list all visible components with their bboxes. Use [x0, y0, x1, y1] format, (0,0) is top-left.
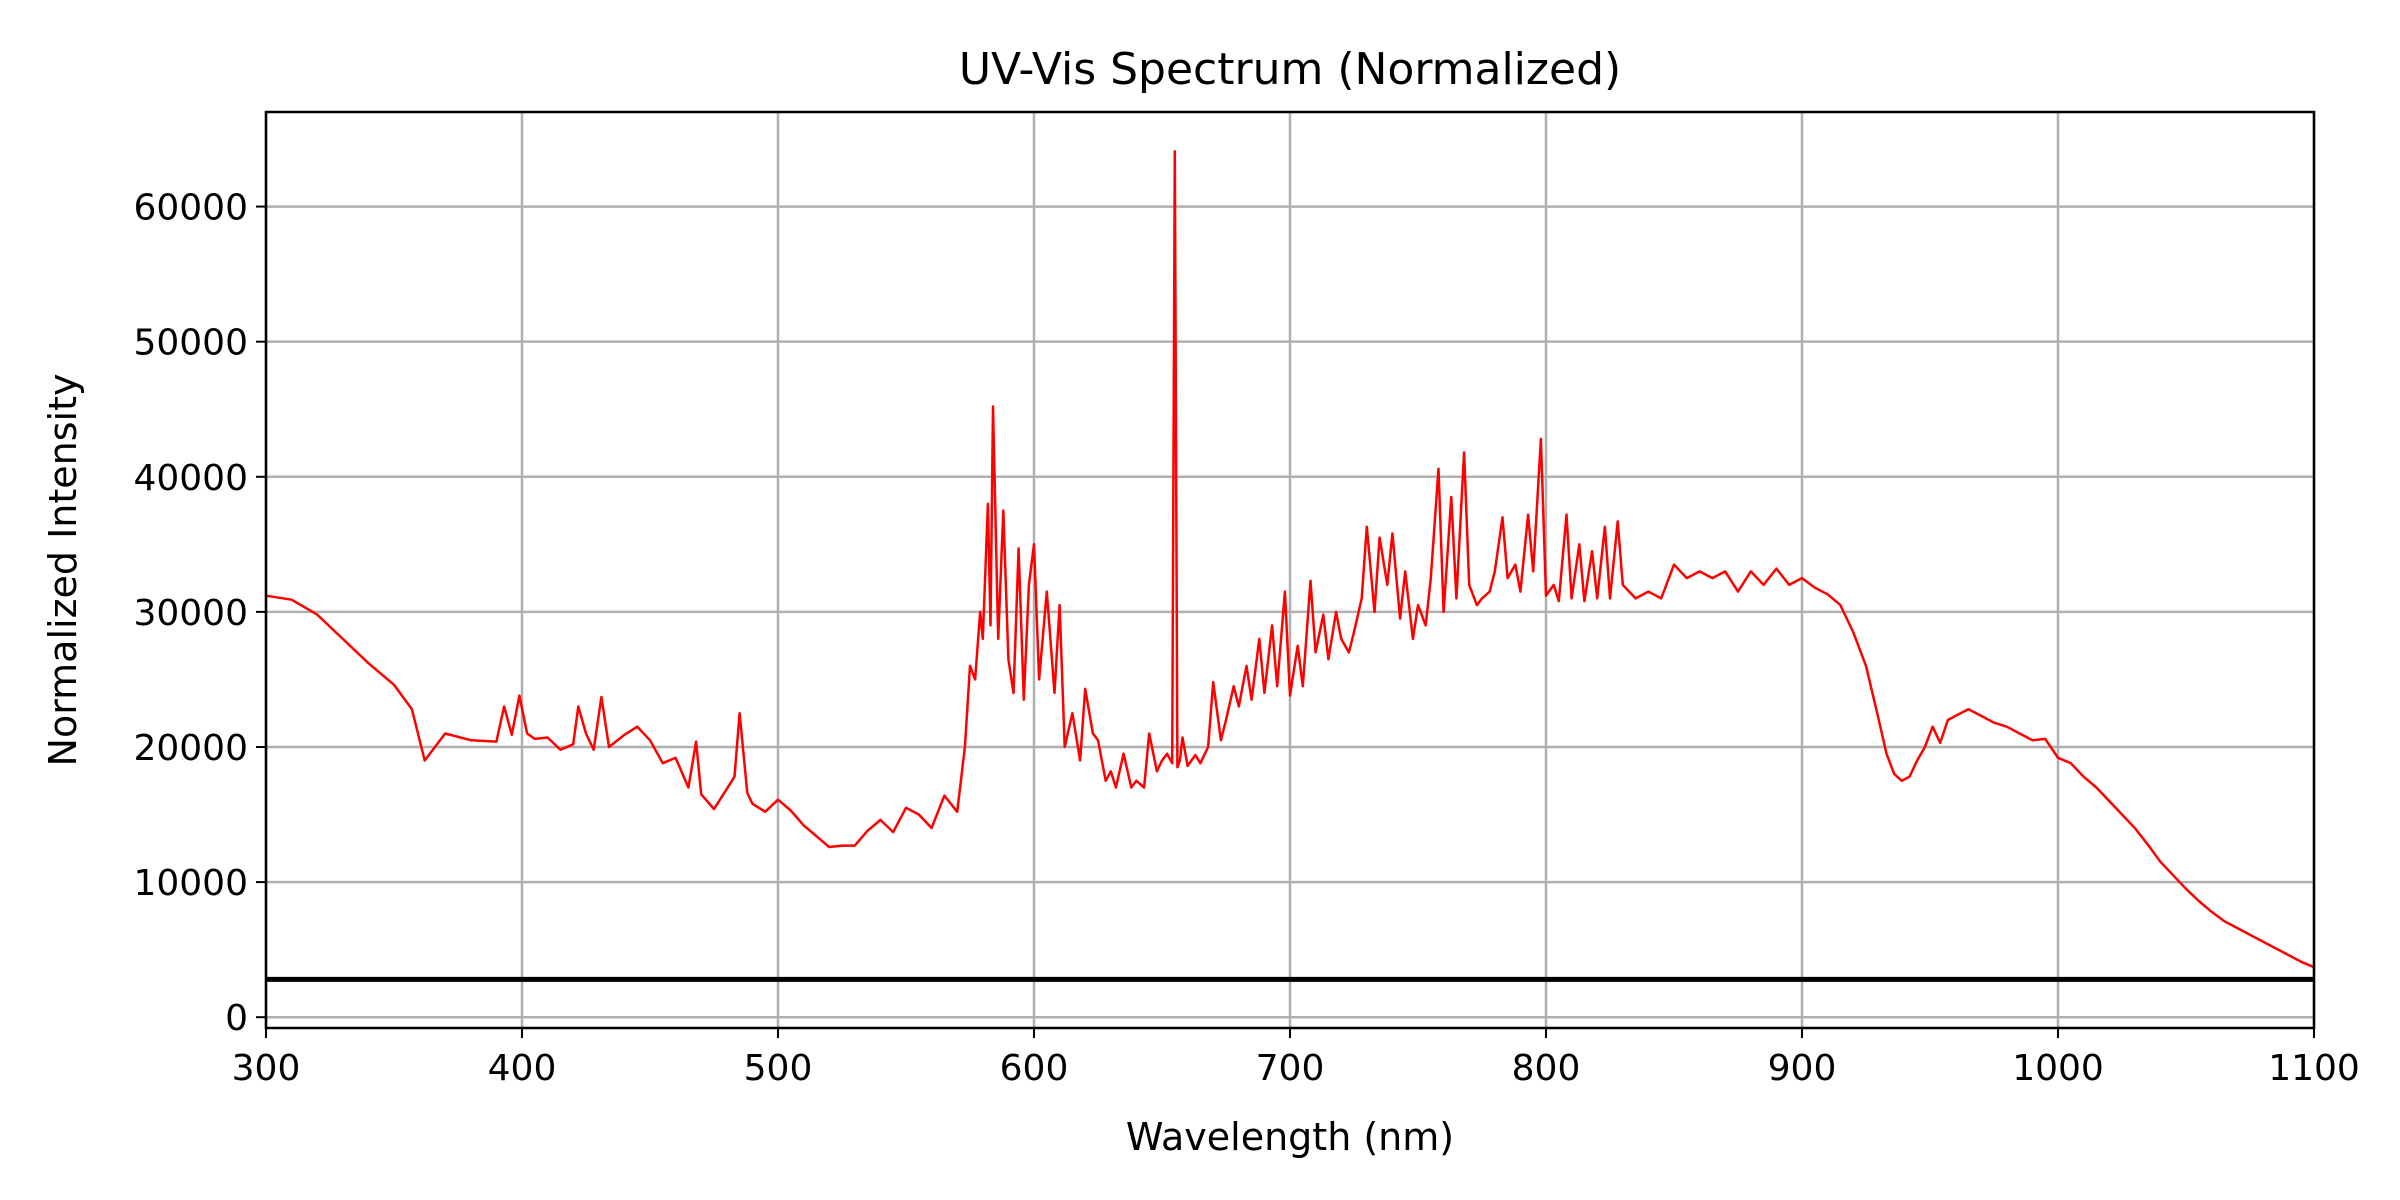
y-axis-label: Normalized Intensity [41, 374, 85, 767]
y-tick-label: 50000 [133, 323, 248, 364]
x-axis-label: Wavelength (nm) [1126, 1115, 1454, 1159]
x-tick-label: 500 [744, 1048, 813, 1089]
y-tick-label: 60000 [133, 188, 248, 229]
y-tick-label: 30000 [133, 593, 248, 634]
spectrum-line [265, 149, 2315, 969]
x-tick-label: 900 [1768, 1048, 1837, 1089]
y-tick-label: 40000 [133, 458, 248, 499]
x-tick-label: 400 [488, 1048, 557, 1089]
x-tick-label: 600 [1000, 1048, 1069, 1089]
axis-ticks: 300 400 500 600 700 800 900 1000 1100 0 10000 20000… [133, 188, 2359, 1089]
y-tick-label: 0 [225, 998, 248, 1039]
plot-area [265, 149, 2315, 982]
x-tick-label: 700 [1256, 1048, 1325, 1089]
y-tick-label: 10000 [133, 863, 248, 904]
x-tick-label: 1100 [2268, 1048, 2360, 1089]
y-tick-label: 20000 [133, 728, 248, 769]
x-tick-label: 1000 [2012, 1048, 2104, 1089]
x-tick-label: 800 [1512, 1048, 1581, 1089]
x-tick-label: 300 [232, 1048, 301, 1089]
chart-title: UV-Vis Spectrum (Normalized) [959, 44, 1621, 95]
